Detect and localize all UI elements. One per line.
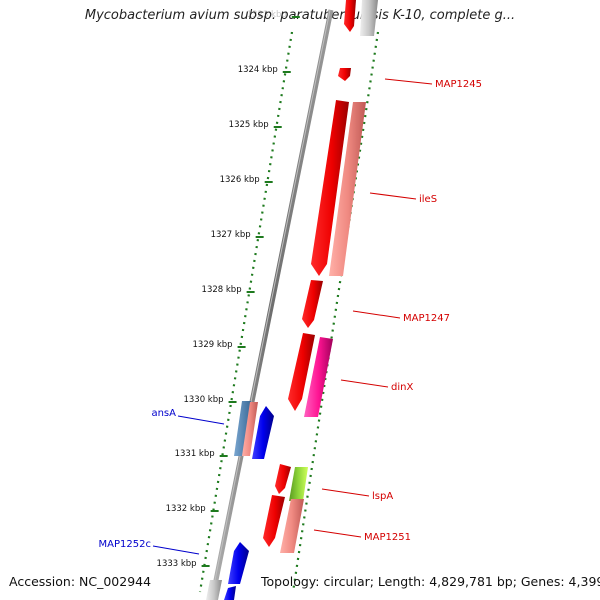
chromosome-backbone	[209, 9, 334, 600]
gene-bottom-partial-blue[interactable]	[224, 586, 236, 600]
gene-label-leader	[384, 78, 433, 85]
gene-label-dinx[interactable]: dinX	[391, 382, 413, 393]
tick-label: 1328 kbp	[202, 285, 242, 295]
tick-label: 1332 kbp	[166, 504, 206, 514]
gene-iles-red[interactable]	[311, 100, 349, 276]
gene-lspa-green[interactable]	[289, 467, 308, 501]
gene-label-leader	[369, 192, 417, 200]
tick-label: 1331 kbp	[175, 449, 215, 459]
gene-dinx-red[interactable]	[288, 333, 315, 411]
gene-label-map1245[interactable]: MAP1245	[435, 79, 482, 90]
gene-top-partial-grey[interactable]	[360, 0, 378, 36]
tick-label: 1330 kbp	[183, 395, 223, 405]
map-title: Mycobacterium avium subsp. paratuberculo…	[84, 8, 516, 23]
tick-label: 1324 kbp	[238, 65, 278, 75]
gene-label-map1252c[interactable]: MAP1252c	[99, 539, 151, 550]
gene-label-iles[interactable]: ileS	[419, 194, 437, 205]
gene-iles-pink[interactable]	[329, 102, 366, 276]
gene-map1251-red[interactable]	[263, 495, 285, 547]
tick-group: 1323 kbp 1324 kbp 1325 kbp 1326 kbp 1327 kbp…	[157, 10, 300, 569]
tick-label: 1326 kbp	[220, 175, 260, 185]
gene-ansa-pink[interactable]	[242, 402, 258, 456]
label-group: MAP1245 ileS MAP1247 dinX lspA MAP1251 ansA MAP…	[99, 78, 482, 555]
tick-label: 1323 kbp	[247, 10, 287, 20]
gene-label-leader	[340, 379, 389, 388]
gene-label-map1251[interactable]: MAP1251	[364, 532, 411, 543]
gene-label-leader	[313, 529, 362, 538]
tick-label: 1329 kbp	[193, 340, 233, 350]
gene-ansa-blue[interactable]	[252, 406, 274, 459]
gene-dinx-magenta[interactable]	[304, 337, 333, 417]
gene-label-lspa[interactable]: lspA	[372, 491, 393, 502]
tick-label: 1333 kbp	[157, 559, 197, 569]
gene-label-leader	[152, 545, 200, 555]
gene-label-leader	[321, 488, 370, 497]
gene-label-leader	[177, 415, 225, 425]
gene-map1252c-blue[interactable]	[228, 542, 249, 584]
accession-text: Accession: NC_002944	[9, 574, 152, 589]
tick-label: 1327 kbp	[211, 230, 251, 240]
gene-bottom-partial-grey[interactable]	[206, 580, 222, 600]
gene-label-leader	[352, 310, 401, 319]
gene-label-map1247[interactable]: MAP1247	[403, 313, 450, 324]
gene-map1251-pink[interactable]	[280, 499, 304, 553]
genome-summary-text: Topology: circular; Length: 4,829,781 bp…	[261, 574, 600, 589]
gene-map1245-arrow[interactable]	[338, 68, 351, 81]
gene-ansa-steel[interactable]	[234, 401, 251, 456]
gene-map1248-arrow[interactable]	[275, 464, 291, 494]
gene-map1247-arrow[interactable]	[302, 280, 323, 328]
gene-top-partial-red[interactable]	[344, 0, 356, 32]
tick-label: 1325 kbp	[229, 120, 269, 130]
gene-label-ansa[interactable]: ansA	[151, 408, 176, 419]
